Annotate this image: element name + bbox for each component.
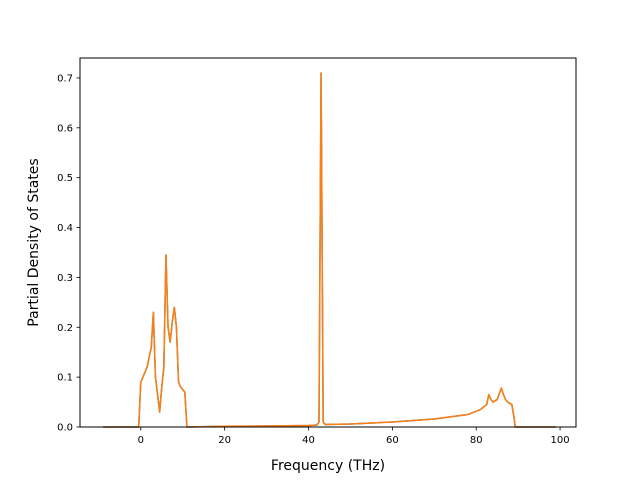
x-tick-label: 60 [386,435,399,446]
y-tick-label: 0.4 [57,223,73,234]
y-tick-label: 0.0 [57,423,73,434]
y-tick-label: 0.6 [57,123,73,134]
y-tick-label: 0.5 [57,173,73,184]
axes-frame [79,57,577,428]
x-tick-label: 40 [302,435,315,446]
x-tick-label: 80 [470,435,483,446]
y-tick-label: 0.3 [57,273,73,284]
y-axis: 0.0 0.1 0.2 0.3 0.4 0.5 0.6 0.7 [57,73,80,434]
y-tick-label: 0.1 [57,373,73,384]
x-tick-label: 0 [138,435,144,446]
plot-area [103,72,556,428]
y-tick-label: 0.7 [57,73,73,84]
x-tick-label: 100 [551,435,570,446]
x-axis: 0 20 40 60 80 100 [138,427,570,446]
series-line-2 [103,72,556,428]
y-axis-label: Partial Density of States [26,158,42,326]
y-tick-label: 0.2 [57,323,73,334]
x-axis-label: Frequency (THz) [271,458,385,474]
x-tick-label: 20 [218,435,231,446]
